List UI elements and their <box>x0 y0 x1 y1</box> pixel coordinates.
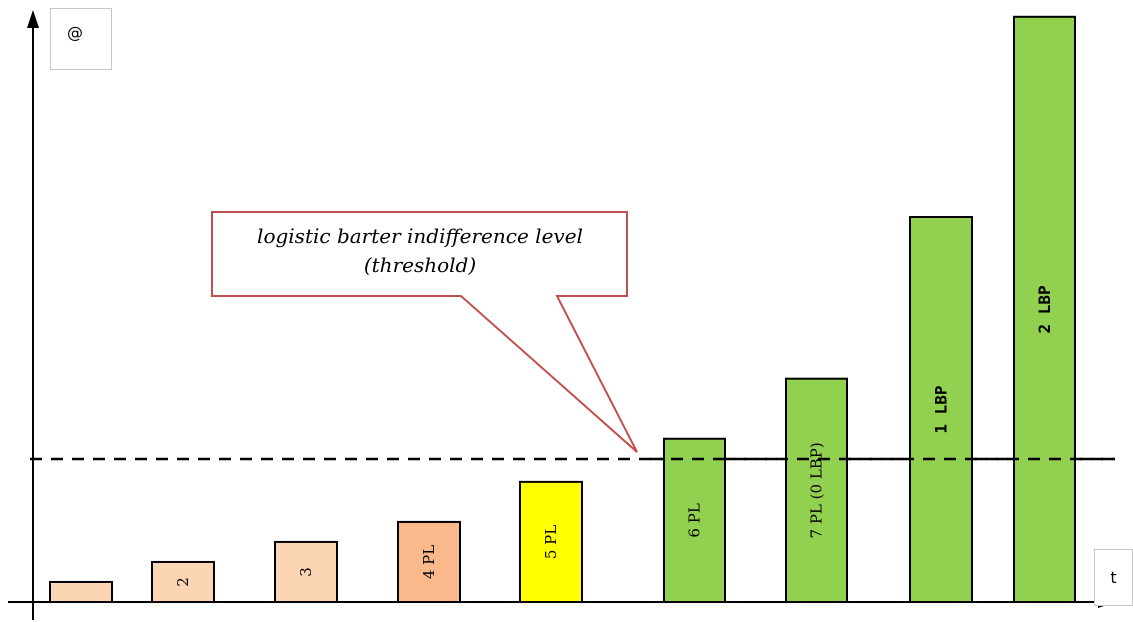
bar-7 <box>785 377 848 604</box>
bar-2-label: 2 <box>174 577 192 587</box>
bar-7-label: 7 PL (0 LBP) <box>808 442 826 538</box>
bar-8-label: 1 LBP <box>932 385 951 433</box>
callout-line-1: logistic barter indifference level <box>257 224 583 248</box>
bar-4 <box>397 520 461 603</box>
bar-9-label: 2 LBP <box>1035 285 1054 333</box>
bar-2 <box>151 560 215 604</box>
threshold-callout <box>211 211 638 453</box>
x-axis-label-text: t <box>1110 568 1117 587</box>
y-axis-arrowhead <box>27 10 39 28</box>
y-axis-label-text: @ <box>67 23 83 42</box>
y-axis-label: @ <box>50 8 112 70</box>
bar-5-label: 5 PL <box>542 525 560 559</box>
bar-6-label: 6 PL <box>686 503 704 537</box>
callout-line-2: (threshold) <box>363 253 477 277</box>
bar-3-label: 3 <box>297 567 315 577</box>
callout-balloon <box>211 211 638 453</box>
bar-4-label: 4 PL <box>420 545 438 579</box>
bar-3 <box>274 540 338 604</box>
x-axis-label: t <box>1094 549 1133 606</box>
bar-1 <box>49 580 113 603</box>
callout-text: logistic barter indifference level (thre… <box>214 222 626 280</box>
